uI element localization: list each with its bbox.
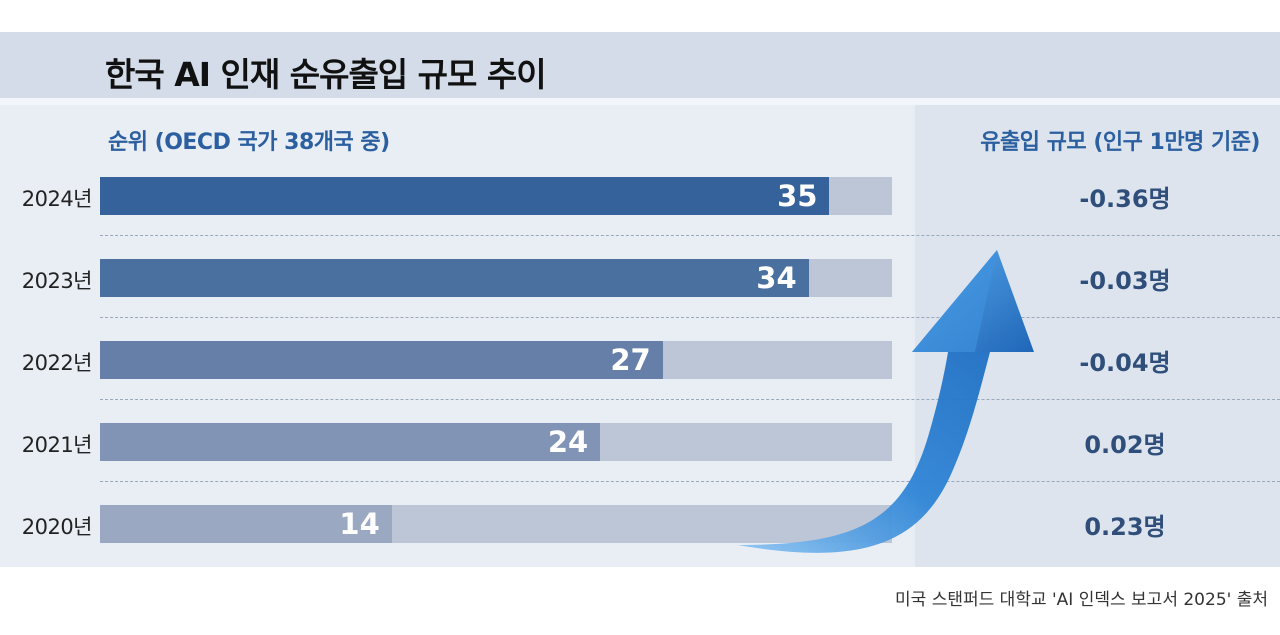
rank-bar [100,177,830,215]
year-label: 2022년 [21,351,93,375]
rank-bar [100,259,809,297]
rank-value-label: 34 [756,261,797,295]
rank-value-label: 24 [547,425,589,459]
top-band [0,0,1280,32]
row-divider [100,399,1280,400]
year-label: 2024년 [21,187,93,211]
rank-bar [100,423,601,461]
flow-header: 유출입 규모 (인구 1만명 기준) [980,130,1260,155]
row-divider [100,235,1280,236]
rank-header: 순위 (OECD 국가 38개국 중) [108,130,390,155]
title-band [0,32,1280,98]
rank-value-label: 14 [339,507,380,541]
rank-bar [100,341,663,379]
net-flow-value: 0.23명 [1084,513,1166,541]
year-label: 2020년 [21,515,93,539]
rank-value-label: 35 [777,179,818,213]
net-flow-value: -0.03명 [1079,267,1171,295]
year-label: 2023년 [21,269,93,293]
row-divider [100,317,1280,318]
row-divider [100,481,1280,482]
rank-bar [100,505,392,543]
net-flow-value: 0.02명 [1084,431,1166,459]
source-note: 미국 스탠퍼드 대학교 'AI 인덱스 보고서 2025' 출처 [895,590,1268,610]
net-flow-value: -0.36명 [1079,185,1171,213]
page-title: 한국 AI 인재 순유출입 규모 추이 [105,55,547,94]
gap-band [0,98,1280,105]
net-flow-value: -0.04명 [1079,349,1171,377]
rank-value-label: 27 [610,343,651,377]
year-label: 2021년 [21,433,93,457]
